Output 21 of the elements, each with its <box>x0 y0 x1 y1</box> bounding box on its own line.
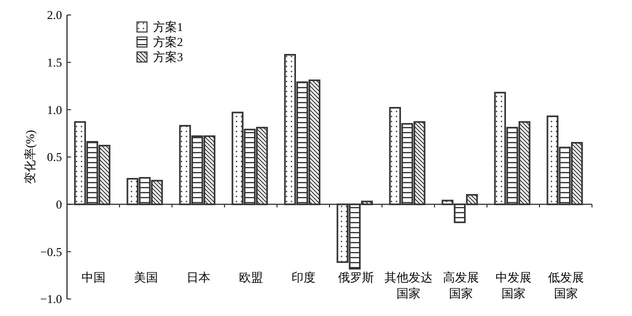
x-tick-label: 高发展国家 <box>442 270 479 301</box>
x-tick-label: 日本 <box>186 270 210 285</box>
legend-label: 方案1 <box>153 20 183 34</box>
x-tick-label: 中发展国家 <box>495 270 532 301</box>
legend-label: 方案3 <box>153 50 183 64</box>
legend-label: 方案2 <box>153 35 183 50</box>
x-tick-label: 美国 <box>134 270 158 285</box>
y-axis-title: 变化率(%) <box>23 130 37 184</box>
y-tick-label: 0.5 <box>47 150 62 164</box>
x-tick-label: 中国 <box>81 270 106 285</box>
x-tick-label: 低发展国家 <box>548 270 584 301</box>
x-tick-label: 欧盟 <box>238 270 263 285</box>
x-tick-label: 其他发达国家 <box>384 270 432 301</box>
y-tick-label: −1.0 <box>40 292 62 306</box>
x-tick-label: 俄罗斯 <box>338 270 374 285</box>
x-tick-label: 印度 <box>291 270 316 285</box>
y-tick-label: 0 <box>56 198 62 212</box>
y-tick-label: −0.5 <box>40 244 62 259</box>
y-tick-label: 1.5 <box>47 56 62 70</box>
y-tick-label: 2.0 <box>47 8 62 22</box>
y-tick-label: 1.0 <box>47 102 62 117</box>
